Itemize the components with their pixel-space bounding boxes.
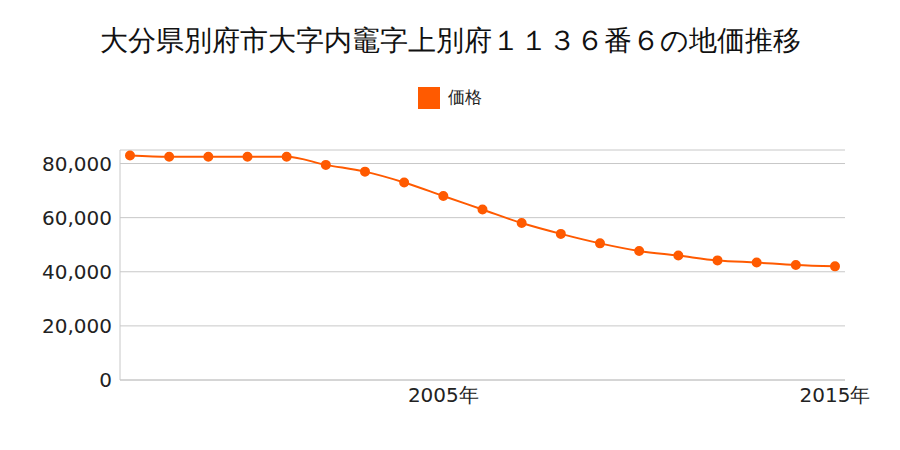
- svg-text:2005年: 2005年: [408, 383, 479, 407]
- svg-text:80,000: 80,000: [42, 152, 112, 176]
- svg-text:20,000: 20,000: [42, 314, 112, 338]
- svg-text:2015年: 2015年: [800, 383, 871, 407]
- html-text:大分県別府市大字内竈字上別府１１３６番６の地価推移: 大分県別府市大字内竈字上別府１１３６番６の地価推移: [99, 24, 801, 57]
- svg-text:60,000: 60,000: [42, 206, 112, 230]
- svg-text:0: 0: [99, 368, 112, 392]
- html-text:価格: 価格: [448, 87, 482, 107]
- svg-text:40,000: 40,000: [42, 260, 112, 284]
